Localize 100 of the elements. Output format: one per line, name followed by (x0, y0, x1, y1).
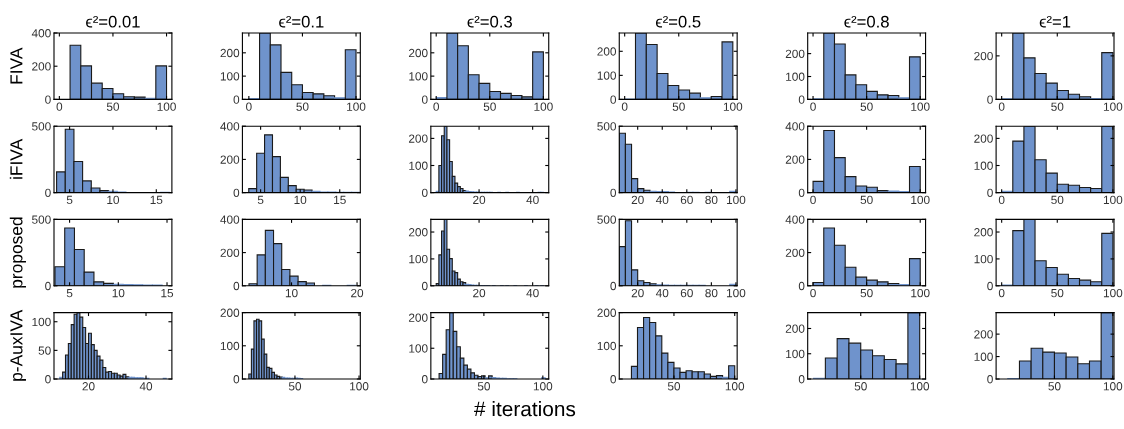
y-tick-label: 50 (38, 346, 51, 355)
x-tick-label: 0 (998, 195, 1005, 205)
y-tick-label: 200 (785, 49, 805, 59)
x-tick-label: 80 (705, 288, 718, 298)
x-tick-label: 100 (157, 102, 176, 111)
y-tick-label: 0 (45, 281, 51, 291)
y-tick-label: 0 (610, 188, 617, 198)
y-tick-label: 100 (220, 341, 240, 351)
y-tick-label: 0 (987, 281, 993, 291)
chart-title: ϵ²=0.01 (86, 15, 140, 28)
y-tick-label: 400 (220, 215, 240, 224)
x-tick-label: 15 (150, 195, 163, 205)
x-tick-label: 80 (705, 195, 718, 205)
x-tick-label: 20 (473, 195, 486, 205)
y-tick-label: 0 (421, 281, 428, 291)
x-tick-label: 0 (56, 102, 63, 111)
chart-title: ϵ²=0.5 (655, 15, 701, 28)
y-tick-label: 100 (974, 161, 993, 170)
x-tick-label: 100 (534, 102, 553, 111)
x-tick-label: 0 (621, 102, 628, 111)
y-tick-label: 500 (32, 122, 51, 131)
x-tick-label: 50 (1048, 382, 1061, 391)
x-tick-label: 50 (106, 102, 120, 111)
x-tick-label: 10 (112, 288, 125, 298)
y-tick-label: 0 (45, 95, 51, 104)
x-tick-label: 100 (1103, 195, 1123, 205)
x-tick-label: 10 (285, 288, 298, 298)
x-tick-label: 50 (296, 102, 309, 111)
chart-title: ϵ²=0.3 (467, 15, 512, 28)
y-tick-label: 100 (786, 72, 805, 81)
y-tick-label: 500 (32, 215, 51, 224)
y-tick-label: 400 (31, 29, 51, 38)
y-tick-label: 200 (974, 228, 993, 237)
x-tick-label: 100 (725, 382, 745, 391)
y-tick-label: 0 (987, 95, 993, 104)
x-tick-label: 15 (334, 195, 346, 205)
x-tick-label: 0 (433, 102, 440, 111)
x-tick-label: 100 (911, 102, 930, 111)
y-tick-label: 200 (785, 324, 805, 333)
x-tick-label: 100 (1103, 382, 1123, 391)
y-tick-label: 200 (220, 48, 240, 58)
y-tick-label: 100 (974, 352, 993, 361)
y-tick-label: 200 (408, 48, 428, 58)
chart-title: ϵ²=0.8 (844, 15, 889, 28)
y-tick-label: 100 (409, 344, 428, 353)
y-tick-label: 200 (974, 134, 993, 143)
x-tick-label: 100 (910, 382, 930, 391)
x-tick-label: 0 (810, 102, 816, 111)
y-tick-label: 100 (974, 254, 993, 264)
x-tick-label: 100 (347, 102, 366, 111)
x-tick-label: 40 (655, 288, 669, 298)
y-axis-title: p-AuxIVA (10, 309, 26, 381)
y-tick-label: 200 (785, 155, 805, 164)
x-tick-label: 50 (860, 195, 873, 205)
x-tick-label: 0 (810, 195, 816, 205)
y-tick-label: 200 (974, 51, 993, 61)
y-tick-label: 100 (32, 317, 51, 327)
x-tick-label: 0 (998, 102, 1005, 111)
x-tick-label: 100 (726, 288, 746, 298)
y-tick-label: 0 (798, 188, 805, 198)
y-tick-label: 400 (220, 122, 240, 131)
y-tick-label: 0 (233, 281, 240, 291)
y-tick-label: 0 (610, 95, 617, 104)
x-tick-label: 5 (66, 195, 73, 205)
y-axis-title: proposed (9, 217, 26, 288)
y-tick-label: 100 (409, 161, 428, 170)
x-tick-label: 100 (533, 382, 553, 391)
x-tick-label: 50 (860, 102, 873, 111)
x-tick-label: 100 (1103, 102, 1123, 111)
y-axis-title: FIVA (10, 47, 23, 84)
x-tick-label: 50 (860, 288, 873, 298)
y-tick-label: 0 (987, 375, 993, 384)
y-tick-label: 0 (421, 188, 428, 198)
y-tick-label: 0 (798, 375, 805, 384)
y-tick-label: 0 (421, 375, 428, 384)
y-tick-label: 400 (785, 122, 805, 131)
x-tick-label: 50 (483, 102, 496, 111)
y-tick-label: 0 (233, 95, 240, 104)
y-tick-label: 100 (409, 254, 428, 264)
y-tick-label: 0 (233, 188, 240, 198)
x-tick-label: 40 (526, 195, 539, 205)
x-tick-label: 50 (1051, 195, 1064, 205)
y-tick-label: 0 (45, 188, 51, 198)
x-tick-label: 20 (631, 288, 644, 298)
x-tick-label: 40 (526, 288, 539, 298)
x-tick-label: 50 (667, 382, 681, 391)
y-tick-label: 0 (798, 281, 805, 291)
x-axis-title: # iterations (474, 401, 576, 417)
y-tick-label: 0 (610, 375, 617, 384)
x-tick-label: 50 (477, 382, 490, 391)
y-tick-label: 100 (409, 72, 428, 81)
y-axis-title: iFIVA (9, 138, 23, 179)
x-tick-label: 100 (1103, 288, 1123, 298)
x-tick-label: 0 (246, 102, 252, 111)
chart-title: ϵ²=0.1 (279, 15, 324, 28)
y-tick-label: 400 (785, 215, 805, 224)
y-tick-label: 0 (233, 375, 240, 384)
x-tick-label: 50 (672, 102, 685, 111)
x-tick-label: 20 (351, 288, 364, 298)
x-tick-label: 10 (294, 195, 307, 205)
